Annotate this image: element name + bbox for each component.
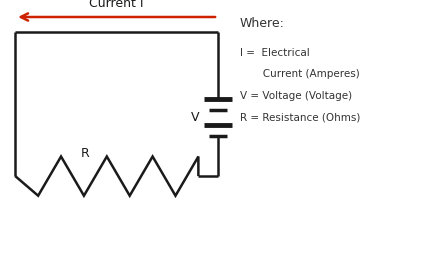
Text: R: R [81, 147, 89, 160]
Text: Current (Amperes): Current (Amperes) [240, 69, 360, 79]
Text: I =  Electrical: I = Electrical [240, 48, 310, 57]
Text: Current I: Current I [89, 0, 144, 10]
Text: R = Resistance (Ohms): R = Resistance (Ohms) [240, 113, 360, 123]
Text: V: V [191, 111, 200, 124]
Text: Where:: Where: [240, 17, 285, 30]
Text: V = Voltage (Voltage): V = Voltage (Voltage) [240, 91, 352, 101]
